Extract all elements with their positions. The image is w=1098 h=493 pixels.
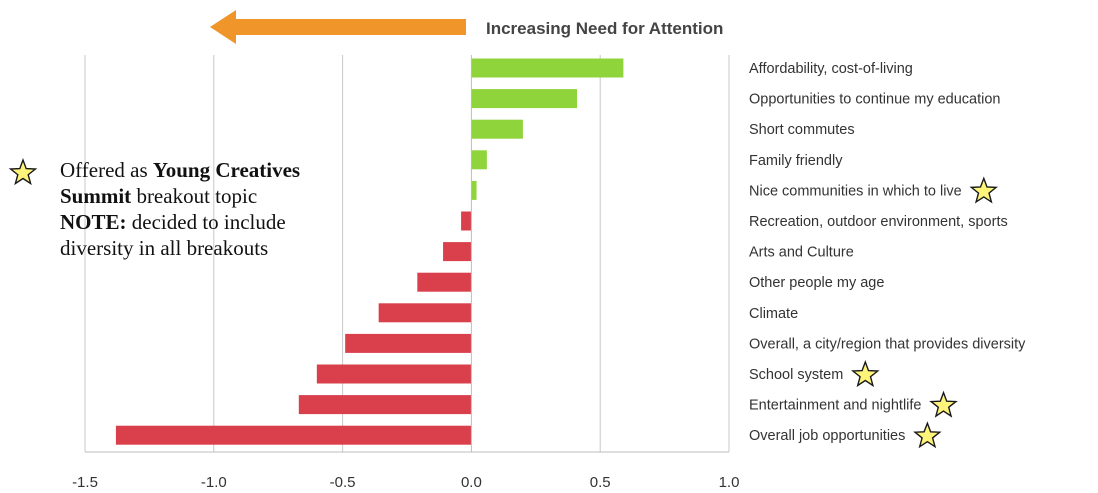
bar <box>443 242 472 262</box>
star-icon <box>929 390 958 418</box>
bar <box>471 150 487 170</box>
note-bold-text: NOTE: <box>60 210 127 234</box>
category-label: Overall job opportunities <box>749 428 905 444</box>
bar <box>471 119 523 139</box>
bar <box>471 180 477 200</box>
note-bold-text: Young Creatives <box>152 158 301 182</box>
bar <box>471 89 578 109</box>
category-label: Nice communities in which to live <box>749 183 962 199</box>
x-tick-label: -1.0 <box>201 474 227 491</box>
category-label: Arts and Culture <box>749 245 854 261</box>
bars <box>115 55 624 452</box>
star-icon <box>8 157 38 186</box>
category-label: Opportunities to continue my education <box>749 92 1000 108</box>
category-label: Recreation, outdoor environment, sports <box>749 214 1008 230</box>
x-tick-label: 0.0 <box>461 474 482 491</box>
attention-arrow-icon <box>210 10 466 44</box>
bar <box>115 425 472 445</box>
category-label: Short commutes <box>749 122 855 138</box>
star-icon <box>969 176 998 204</box>
bar <box>417 272 472 292</box>
star-icon <box>913 421 942 449</box>
category-label: Affordability, cost-of-living <box>749 61 913 77</box>
note-text: decided to include <box>126 210 286 234</box>
note-line-3: NOTE: decided to include <box>8 209 388 235</box>
note-line-4: diversity in all breakouts <box>8 235 388 261</box>
x-tick-label: 0.5 <box>590 474 611 491</box>
note-text: diversity in all breakouts <box>60 236 269 260</box>
note-line-1: Offered as Young Creatives <box>8 157 388 183</box>
bar <box>345 333 472 353</box>
category-label: Family friendly <box>749 153 843 169</box>
x-tick-label: -1.5 <box>72 474 98 491</box>
note-line-2: Summit breakout topic <box>8 183 388 209</box>
star-markers <box>850 176 998 449</box>
category-label: Other people my age <box>749 275 884 291</box>
arrow-label: Increasing Need for Attention <box>486 19 723 38</box>
category-label: Entertainment and nightlife <box>749 398 922 414</box>
star-icon <box>850 359 880 388</box>
category-label: School system <box>749 367 843 383</box>
breakout-note: Offered as Young Creatives Summit breako… <box>8 157 388 261</box>
bar <box>471 58 624 78</box>
note-bold-text: Summit <box>60 184 132 208</box>
bar <box>378 303 472 323</box>
bar <box>298 395 472 415</box>
note-text: Offered as <box>60 158 153 182</box>
bar <box>461 211 472 231</box>
grid <box>84 55 730 452</box>
x-tick-label: 1.0 <box>719 474 740 491</box>
x-axis: -1.5 -1.0 -0.5 0.0 0.5 1.0 <box>72 451 740 491</box>
category-label: Overall, a city/region that provides div… <box>749 336 1026 352</box>
category-labels: Affordability, cost-of-living Opportuniti… <box>749 61 1026 444</box>
x-tick-label: -0.5 <box>330 474 356 491</box>
bar <box>316 364 472 384</box>
header: Increasing Need for Attention <box>210 10 723 44</box>
note-text: breakout topic <box>131 184 258 208</box>
category-label: Climate <box>749 306 798 322</box>
